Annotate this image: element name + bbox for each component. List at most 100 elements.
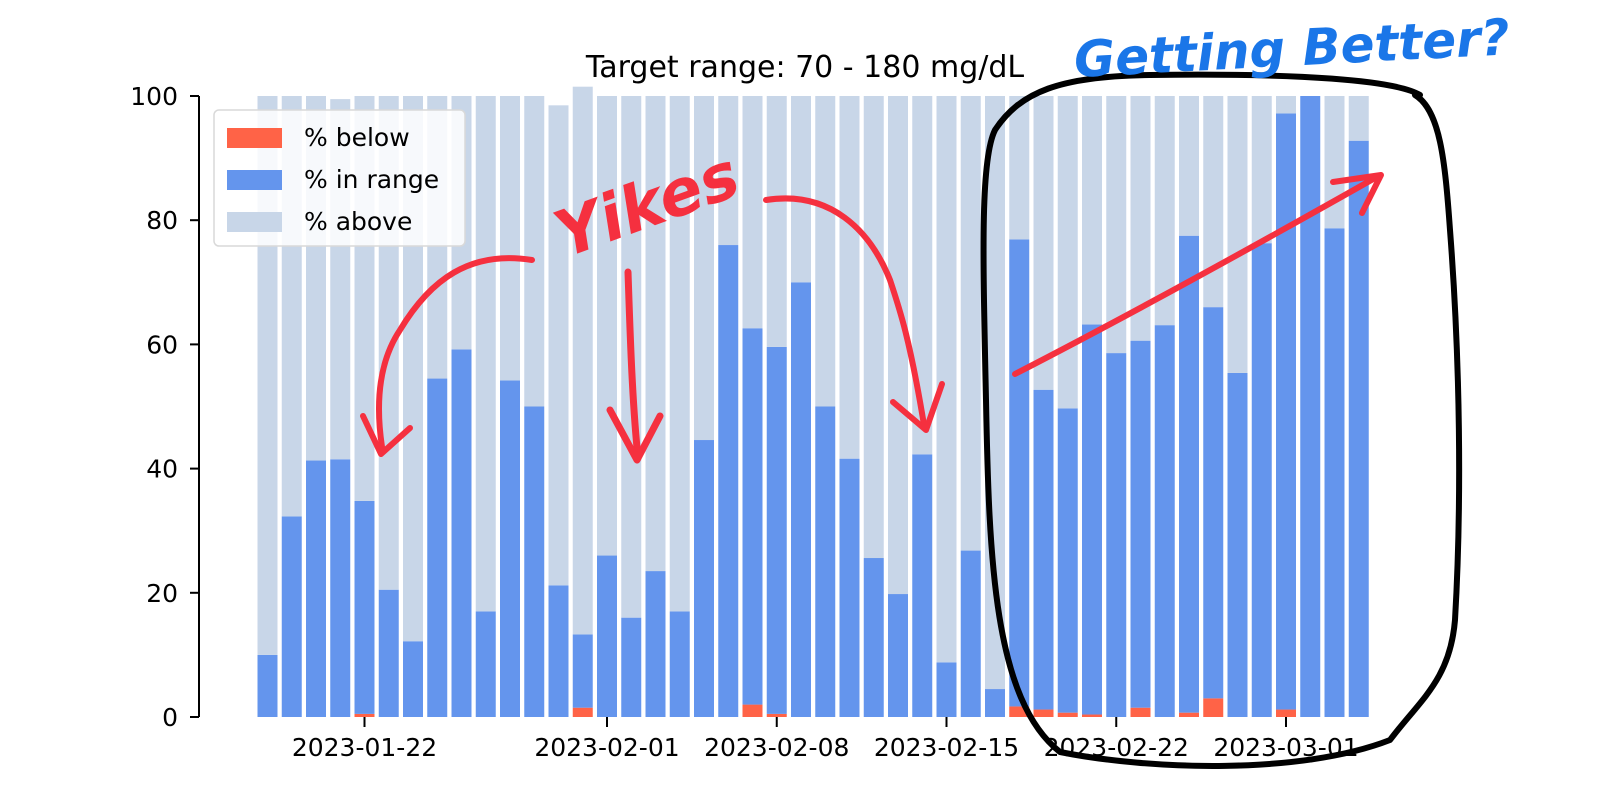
bar-in-range-2023-01-20 <box>306 460 326 717</box>
bar-in-range-2023-01-29 <box>524 406 545 717</box>
bar-in-range-2023-02-04 <box>669 611 690 717</box>
arrowhead-left-icon <box>360 413 413 457</box>
bar-below-2023-02-26 <box>1203 698 1224 717</box>
bar-in-range-2023-02-01 <box>597 555 617 717</box>
bar-above-2023-02-27 <box>1227 96 1248 373</box>
bar-in-range-2023-01-28 <box>500 380 520 717</box>
bar-below-2023-02-21 <box>1082 714 1102 717</box>
bar-above-2023-02-09 <box>791 96 811 283</box>
bar-in-range-2023-02-02 <box>621 617 642 717</box>
bar-in-range-2023-02-16 <box>960 550 981 717</box>
bar-in-range-2023-02-03 <box>645 571 666 717</box>
bar-above-2023-02-28 <box>1251 96 1272 244</box>
bar-in-range-2023-02-22 <box>1106 353 1127 717</box>
bar-above-2023-02-11 <box>839 96 860 459</box>
bar-above-2023-01-29 <box>524 96 545 407</box>
x-tick-label: 2023-02-08 <box>704 733 849 762</box>
x-tick-label: 2023-02-01 <box>534 733 679 762</box>
bar-above-2023-02-06 <box>718 96 739 246</box>
bar-above-2023-02-12 <box>863 96 884 559</box>
bar-above-2023-02-10 <box>815 96 836 407</box>
y-tick-label: 0 <box>162 703 178 732</box>
bar-above-2023-02-15 <box>936 96 957 663</box>
bar-above-2023-01-30 <box>548 105 569 586</box>
bar-in-range-2023-02-24 <box>1154 325 1175 717</box>
bar-in-range-2023-01-23 <box>378 589 399 717</box>
legend-swatch <box>227 128 282 148</box>
trend-arrow-icon <box>1012 175 1378 377</box>
legend-label: % in range <box>304 165 439 194</box>
bar-above-2023-02-14 <box>912 96 933 455</box>
arrowhead-right-icon <box>890 381 945 433</box>
bar-in-range-2023-02-15 <box>936 662 957 717</box>
bar-in-range-2023-02-23 <box>1130 340 1151 708</box>
bar-in-range-2023-02-11 <box>839 458 860 717</box>
trend-arrowhead-icon <box>1330 172 1384 216</box>
bar-above-2023-02-01 <box>597 96 617 556</box>
bar-above-2023-02-04 <box>669 96 690 612</box>
bar-above-2023-02-07 <box>742 96 763 329</box>
bar-above-2023-02-16 <box>960 96 981 551</box>
x-axis: 2023-01-22 2023-02-01 2023-02-08 2023-02-15… <box>292 717 1359 762</box>
bar-above-2023-02-08 <box>766 96 787 347</box>
bar-in-range-2023-03-01 <box>1276 113 1296 710</box>
bar-above-2023-01-31 <box>572 86 593 635</box>
bar-in-range-2023-02-06 <box>718 245 739 718</box>
bar-below-2023-02-19 <box>1033 709 1054 717</box>
bar-above-2023-01-27 <box>475 96 496 612</box>
y-tick-label: 100 <box>130 82 178 111</box>
bar-below-2023-03-01 <box>1276 709 1296 717</box>
bar-above-2023-02-23 <box>1130 96 1151 341</box>
bar-in-range-2023-02-18 <box>1009 239 1030 707</box>
x-tick-label: 2023-01-22 <box>292 733 437 762</box>
y-tick-label: 60 <box>146 330 178 359</box>
bar-in-range-2023-02-14 <box>912 454 933 717</box>
bar-below-2023-02-08 <box>766 713 787 717</box>
legend-swatch <box>227 170 282 190</box>
bar-below-2023-01-31 <box>572 707 593 717</box>
bar-in-range-2023-02-05 <box>694 440 714 717</box>
bar-in-range-2023-02-10 <box>815 406 836 717</box>
bar-in-range-2023-02-13 <box>888 594 908 717</box>
x-tick-label: 2023-02-22 <box>1044 733 1189 762</box>
bar-above-2023-02-19 <box>1033 96 1054 390</box>
bar-above-2023-02-24 <box>1154 96 1175 326</box>
y-axis: 0 20 40 60 80 100 <box>130 82 200 732</box>
bar-above-2023-02-20 <box>1057 96 1078 409</box>
arrow-down-icon <box>624 268 642 462</box>
bar-above-2023-03-03 <box>1324 96 1345 229</box>
bar-in-range-2023-01-26 <box>451 349 472 717</box>
bar-above-2023-02-05 <box>694 96 714 441</box>
bar-in-range-2023-01-25 <box>427 378 448 717</box>
y-tick-label: 20 <box>146 579 178 608</box>
arrow-left-icon <box>376 255 535 450</box>
bar-in-range-2023-02-07 <box>742 328 763 705</box>
bar-in-range-2023-01-30 <box>548 585 569 717</box>
bar-below-2023-01-22 <box>354 713 375 717</box>
getting-better-annotation: Getting Better? <box>1073 8 1512 89</box>
bar-in-range-2023-03-03 <box>1324 228 1345 717</box>
y-tick-label: 80 <box>146 206 178 235</box>
bar-below-2023-02-25 <box>1179 712 1199 717</box>
bar-below-2023-02-07 <box>742 704 763 717</box>
bar-in-range-2023-01-24 <box>403 641 423 717</box>
bar-in-range-2023-02-20 <box>1057 408 1078 713</box>
bar-above-2023-02-18 <box>1009 96 1030 240</box>
bar-in-range-2023-01-22 <box>354 500 375 714</box>
bar-in-range-2023-03-02 <box>1300 96 1321 717</box>
x-tick-label: 2023-02-15 <box>874 733 1019 762</box>
bar-in-range-2023-02-12 <box>863 558 884 717</box>
legend-label: % above <box>304 207 412 236</box>
bar-above-2023-01-28 <box>500 96 520 381</box>
legend: % below % in range % above <box>213 109 466 247</box>
y-tick-label: 40 <box>146 455 178 484</box>
bar-above-2023-02-21 <box>1082 96 1102 325</box>
bar-below-2023-02-18 <box>1009 706 1030 717</box>
legend-swatch <box>227 212 282 232</box>
bar-in-range-2023-01-18 <box>257 654 278 717</box>
bar-in-range-2023-01-21 <box>330 459 351 717</box>
bar-in-range-2023-01-31 <box>572 634 593 708</box>
bar-above-2023-03-01 <box>1276 96 1296 114</box>
bar-in-range-2023-02-17 <box>985 689 1005 717</box>
